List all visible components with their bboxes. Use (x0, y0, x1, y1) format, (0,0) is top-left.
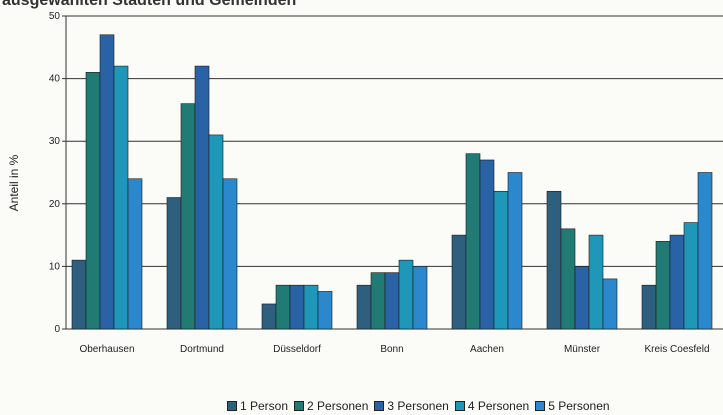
bar (370, 272, 386, 330)
legend-swatch (227, 401, 237, 411)
bar (208, 134, 224, 330)
bar (465, 153, 481, 330)
bar (194, 65, 210, 330)
x-tick-label: Dortmund (180, 344, 224, 355)
bar (602, 278, 618, 330)
legend-item: 4 Personen (454, 399, 530, 413)
legend-label: 4 Personen (467, 399, 530, 413)
legend-label: 3 Personen (387, 399, 449, 413)
bar (412, 266, 428, 330)
bar (289, 284, 305, 330)
legend-label: 2 Personen (307, 399, 369, 413)
bar (127, 178, 143, 330)
x-tick-label: Oberhausen (79, 344, 134, 355)
legend-swatch (535, 401, 546, 411)
bar (560, 228, 576, 330)
legend: 1 Person 2 Personen 3 Personen 4 Personen 5 … (227, 399, 610, 413)
x-tick-label: Bonn (380, 344, 403, 355)
y-tick-label: 30 (49, 136, 61, 147)
legend-item: 2 Personen (294, 399, 368, 413)
legend-swatch (294, 401, 305, 411)
bar (222, 178, 238, 330)
bar (85, 72, 101, 330)
bar (180, 103, 196, 330)
bar (479, 159, 495, 330)
bar (546, 190, 562, 330)
bar (384, 272, 400, 330)
y-tick-label: 10 (49, 261, 61, 272)
bar (493, 190, 509, 330)
bar (574, 266, 590, 330)
y-tick-label: 20 (49, 199, 61, 210)
bar (451, 234, 467, 330)
bar (166, 197, 182, 330)
x-tick-label: Düsseldorf (273, 344, 321, 355)
bar (669, 234, 685, 330)
legend-swatch (374, 401, 385, 411)
y-tick-label: 40 (49, 74, 61, 85)
bar (261, 303, 277, 330)
bar (113, 65, 129, 330)
x-tick-label: Aachen (470, 344, 504, 355)
bar (641, 284, 657, 330)
bar (398, 259, 414, 330)
bar (588, 234, 604, 330)
y-tick-label: 50 (49, 11, 61, 22)
x-tick-label: Münster (564, 344, 601, 355)
y-axis-label: Anteil in % (7, 154, 21, 212)
y-tick-label: 0 (54, 324, 60, 335)
bar (655, 241, 671, 330)
bar (356, 284, 372, 330)
bar (683, 222, 699, 330)
bar (507, 172, 523, 330)
legend-item: 5 Personen (535, 399, 610, 413)
legend-item: 3 Personen (374, 399, 449, 413)
bar (71, 259, 87, 330)
bar (99, 34, 115, 330)
legend-item: 1 Person (227, 399, 288, 413)
bar (697, 172, 713, 330)
legend-swatch (454, 401, 465, 411)
legend-label: 1 Person (240, 399, 289, 413)
bar (303, 284, 319, 330)
x-tick-label: Kreis Coesfeld (644, 344, 709, 355)
chart-title: ausgewählten Städten und Gemeinden (2, 0, 297, 9)
legend-label: 5 Personen (548, 399, 610, 413)
bar (275, 284, 291, 330)
bar (317, 291, 333, 330)
